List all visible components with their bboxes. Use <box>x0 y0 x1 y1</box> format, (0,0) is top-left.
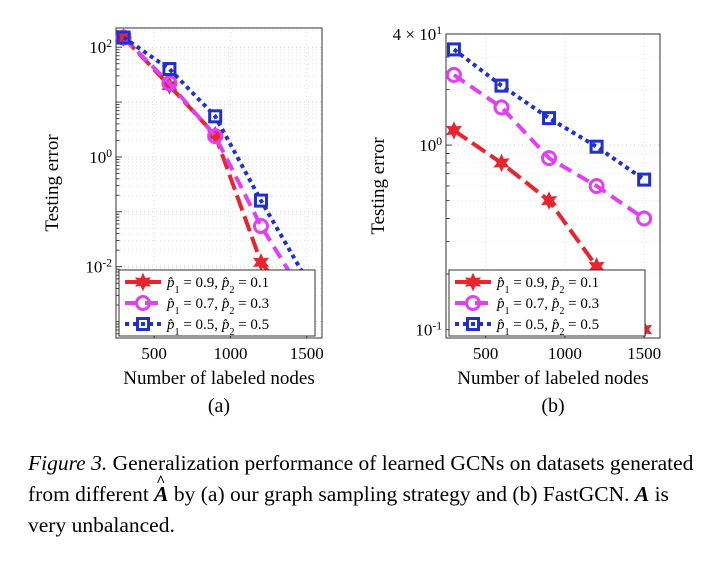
series-line <box>122 36 309 301</box>
chart-a: 500 1000 1500 10-2 100 102 Number of labeled n… <box>42 27 324 417</box>
y-tick-label: 10-2 <box>85 256 112 277</box>
legend-marker <box>466 317 480 331</box>
data-point <box>589 139 604 154</box>
axes-box <box>115 27 323 339</box>
y-tick-label: 102 <box>89 37 112 58</box>
data-point <box>445 121 462 140</box>
data-point <box>637 172 652 187</box>
series-line <box>452 47 646 182</box>
figure-caption: Figure 3. Generalization performance of … <box>28 448 698 541</box>
series-line <box>122 35 309 281</box>
caption-text-1: Generalization performance of learned GC… <box>28 451 694 506</box>
legend-label: p̂1 = 0.9, p̂2 = 0.1 <box>496 275 599 296</box>
legend-marker <box>136 317 150 331</box>
legend-label: p̂1 = 0.5, p̂2 = 0.5 <box>166 317 269 338</box>
x-tick-label: 500 <box>141 344 167 363</box>
x-tick-label: 1500 <box>627 344 661 363</box>
figure-3: 500 1000 1500 10-2 100 102 Number of labeled n… <box>42 24 661 418</box>
legend: p̂1 = 0.9, p̂2 = 0.1p̂1 = 0.7, p̂2 = 0.3… <box>448 269 646 338</box>
y-tick-label: 4 × 101 <box>393 24 443 45</box>
legend-marker <box>464 272 482 292</box>
data-point <box>493 99 510 116</box>
y-axis-label: Testing error <box>368 137 389 235</box>
panel-label: (a) <box>208 395 230 417</box>
data-point <box>493 153 510 173</box>
legend: p̂1 = 0.9, p̂2 = 0.1p̂1 = 0.7, p̂2 = 0.3… <box>118 269 316 338</box>
series-3 <box>116 30 314 287</box>
caption-text-3: is very unbalanced. <box>28 482 669 537</box>
x-tick-label: 1000 <box>548 344 582 363</box>
data-point <box>588 178 605 194</box>
caption-text-2: by (a) our graph sampling strategy and (… <box>168 482 635 506</box>
grid <box>116 28 322 338</box>
x-tick-label: 1500 <box>290 344 324 363</box>
y-tick-label: 10-1 <box>415 319 442 340</box>
legend-label: p̂1 = 0.9, p̂2 = 0.1 <box>166 275 269 296</box>
data-point <box>161 75 178 92</box>
caption-lead: Figure 3. <box>28 451 108 475</box>
legend-marker <box>134 272 152 292</box>
legend-label: p̂1 = 0.7, p̂2 = 0.3 <box>166 296 269 317</box>
data-point <box>542 111 557 126</box>
caption-symbol-a: A <box>634 482 650 506</box>
caption-symbol-a-hat: A <box>154 466 168 510</box>
data-point <box>541 150 558 167</box>
x-axis-label: Number of labeled nodes <box>123 368 315 389</box>
data-point <box>162 62 177 77</box>
legend-label: p̂1 = 0.5, p̂2 = 0.5 <box>496 317 599 338</box>
y-tick-label: 100 <box>419 135 442 156</box>
series-2 <box>445 66 653 227</box>
data-point <box>446 42 461 57</box>
data-point <box>208 109 223 124</box>
data-point <box>636 210 653 227</box>
series-line <box>452 73 646 221</box>
y-tick-label: 100 <box>89 146 112 167</box>
data-point <box>494 78 509 93</box>
axes-box <box>445 33 661 339</box>
x-axis-label: Number of labeled nodes <box>457 368 649 389</box>
legend-label: p̂1 = 0.7, p̂2 = 0.3 <box>496 296 599 317</box>
x-tick-label: 500 <box>473 344 499 363</box>
series-2 <box>115 29 315 308</box>
y-axis-label: Testing error <box>42 134 63 232</box>
data-point <box>445 66 462 83</box>
data-point <box>252 218 269 235</box>
data-point <box>207 128 224 145</box>
chart-b: 500 1000 1500 4 × 101 100 10-1 Number of label… <box>368 24 661 418</box>
data-point <box>116 30 131 45</box>
legend-marker <box>135 295 151 311</box>
data-point <box>540 191 558 210</box>
series-3 <box>446 42 652 187</box>
x-tick-label: 1000 <box>213 344 247 363</box>
legend-marker <box>465 295 481 311</box>
panel-label: (b) <box>541 395 564 417</box>
data-point <box>253 193 268 208</box>
